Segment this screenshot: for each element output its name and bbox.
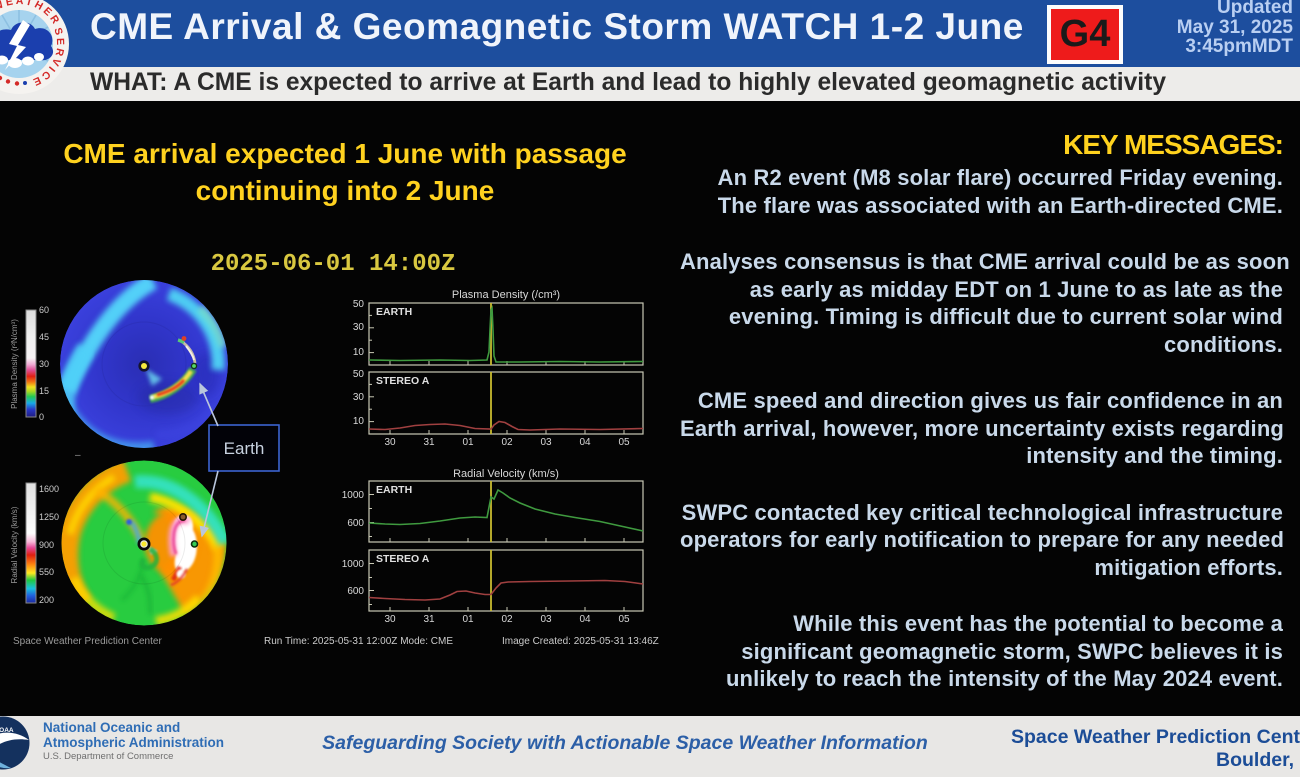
svg-text:01: 01 (462, 614, 474, 625)
svg-text:30: 30 (384, 614, 396, 625)
svg-text:Earth: Earth (224, 439, 265, 458)
svg-text:EARTH: EARTH (376, 306, 412, 318)
svg-text:Radial Velocity (km/s): Radial Velocity (km/s) (453, 468, 559, 480)
svg-text:1600: 1600 (39, 484, 59, 494)
svg-text:31: 31 (423, 614, 435, 625)
svg-text:1000: 1000 (342, 490, 365, 501)
svg-text:50: 50 (353, 369, 365, 380)
svg-text:STEREO A: STEREO A (376, 553, 430, 565)
svg-text:NOAA: NOAA (0, 727, 14, 734)
svg-text:05: 05 (618, 614, 630, 625)
svg-text:Image Created: 2025-05-31 13:4: Image Created: 2025-05-31 13:46Z (502, 636, 659, 647)
svg-text:15: 15 (39, 386, 49, 396)
svg-text:EARTH: EARTH (376, 484, 412, 496)
svg-text:10: 10 (353, 347, 365, 358)
svg-text:30: 30 (353, 392, 365, 403)
svg-text:200: 200 (39, 595, 54, 605)
svg-text:1250: 1250 (39, 512, 59, 522)
svg-text:0: 0 (39, 412, 44, 422)
svg-text:Radial Velocity (km/s): Radial Velocity (km/s) (10, 506, 19, 583)
svg-text:03: 03 (540, 614, 552, 625)
svg-text:04: 04 (579, 614, 591, 625)
svg-text:600: 600 (347, 586, 364, 597)
svg-text:600: 600 (347, 518, 364, 529)
svg-text:02: 02 (501, 437, 513, 448)
svg-text:1000: 1000 (342, 559, 365, 570)
svg-text:Plasma Density (r²N/cm³): Plasma Density (r²N/cm³) (10, 319, 19, 409)
svg-text:31: 31 (423, 437, 435, 448)
svg-text:–: – (75, 450, 81, 461)
svg-text:STEREO A: STEREO A (376, 375, 430, 387)
svg-text:05: 05 (618, 437, 630, 448)
svg-text:550: 550 (39, 567, 54, 577)
svg-text:900: 900 (39, 540, 54, 550)
svg-text:Plasma Density (/cm³): Plasma Density (/cm³) (452, 289, 560, 301)
svg-text:Run Time: 2025-05-31 12:00Z M: Run Time: 2025-05-31 12:00Z Mode: CME (264, 636, 453, 647)
svg-text:02: 02 (501, 614, 513, 625)
svg-text:30: 30 (384, 437, 396, 448)
svg-text:50: 50 (353, 299, 365, 310)
svg-text:30: 30 (39, 359, 49, 369)
svg-text:01: 01 (462, 437, 474, 448)
svg-text:10: 10 (353, 416, 365, 427)
svg-text:04: 04 (579, 437, 591, 448)
svg-text:30: 30 (353, 322, 365, 333)
svg-text:Space Weather Prediction Cente: Space Weather Prediction Center (13, 636, 162, 647)
svg-text:03: 03 (540, 437, 552, 448)
svg-text:45: 45 (39, 332, 49, 342)
svg-text:60: 60 (39, 305, 49, 315)
